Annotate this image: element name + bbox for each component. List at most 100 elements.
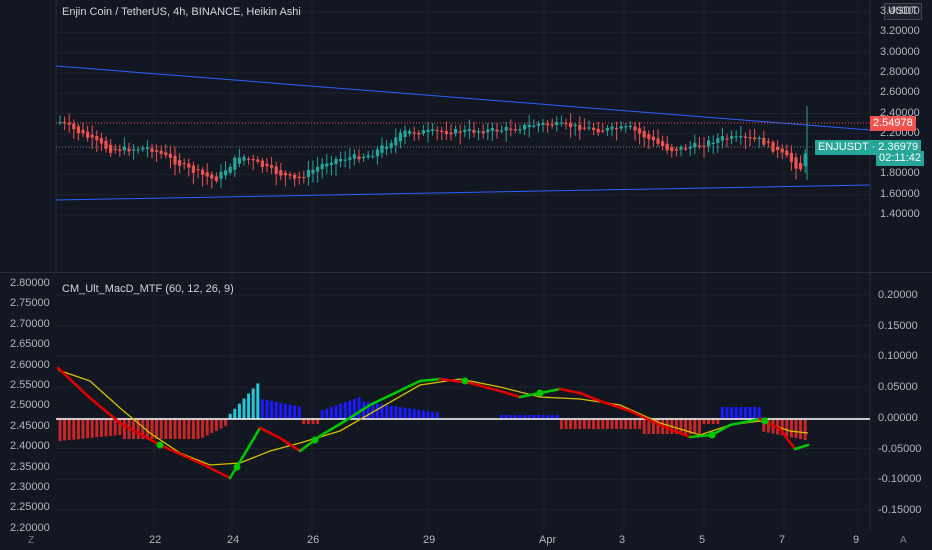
candle-body (661, 141, 665, 147)
axis-label: 0.10000 (878, 350, 918, 363)
zoom-toggle[interactable]: Z (28, 535, 35, 546)
candle-body (495, 129, 499, 132)
histogram-bar (205, 419, 209, 436)
candle-body (348, 157, 352, 160)
axis-label: 2.45000 (10, 419, 50, 432)
histogram-bar (375, 403, 379, 419)
candle-body (794, 157, 798, 169)
histogram-bar (58, 419, 62, 441)
histogram-bar (426, 411, 430, 419)
histogram-bar (173, 419, 177, 439)
candle-body (233, 157, 237, 170)
currency-badge[interactable]: USDT (884, 3, 922, 20)
candle-body (329, 162, 333, 166)
candle-body (164, 152, 168, 156)
time-label: 5 (699, 534, 706, 546)
candle-body (486, 129, 490, 133)
histogram-bar (569, 419, 573, 429)
candle-body (734, 136, 738, 138)
candle-body (601, 130, 605, 132)
histogram-bar (523, 415, 527, 419)
candle-body (426, 129, 430, 132)
candle-body (449, 132, 453, 135)
macd-canvas[interactable] (0, 273, 932, 530)
indicator-legend[interactable]: CM_Ult_MacD_MTF (60, 12, 26, 9) (62, 283, 234, 295)
histogram-bar (329, 407, 333, 419)
price-chart-canvas[interactable] (0, 0, 932, 273)
candle-body (279, 170, 283, 176)
candle-body (375, 149, 379, 157)
candle-body (67, 122, 71, 125)
histogram-bar (233, 408, 237, 419)
macd-line (343, 403, 372, 423)
candle-body (99, 138, 103, 144)
histogram-bar (311, 419, 315, 424)
candle-body (141, 148, 145, 150)
histogram-bar (159, 419, 163, 439)
candle-body (58, 121, 62, 124)
histogram-bar (104, 419, 108, 437)
candle-body (136, 149, 140, 151)
axis-label: 0.05000 (878, 381, 918, 394)
indicator-pane[interactable]: CM_Ult_MacD_MTF (60, 12, 26, 9) 0.20000 0… (0, 273, 932, 534)
candle-body (670, 146, 674, 152)
candle-body (642, 130, 646, 138)
price-chart-pane[interactable]: Enjin Coin / TetherUS, 4h, BINANCE, Heik… (0, 0, 932, 273)
candle-body (679, 146, 683, 150)
histogram-bar (155, 419, 159, 439)
histogram-bar (191, 419, 195, 439)
candle-body (780, 148, 784, 153)
histogram-bar (302, 419, 306, 424)
histogram-bar (316, 419, 320, 424)
candle-body (274, 166, 278, 174)
candle-body (95, 136, 99, 141)
histogram-bar (527, 415, 531, 419)
axis-label: 2.80000 (880, 65, 920, 78)
histogram-bar (615, 419, 619, 429)
candle-body (325, 163, 329, 167)
histogram-bar (799, 419, 803, 440)
candle-body (122, 146, 126, 151)
histogram-bar (504, 415, 508, 419)
histogram-bar (803, 419, 807, 441)
candle-body (440, 130, 444, 132)
candle-body (490, 127, 494, 131)
candle-body (707, 140, 711, 147)
axis-label: 0.20000 (878, 289, 918, 301)
auto-scale-toggle[interactable]: A (900, 535, 907, 546)
histogram-bar (509, 415, 513, 419)
candle-body (518, 129, 522, 131)
candle-body (638, 128, 642, 134)
axis-label: 3.20000 (880, 25, 920, 38)
axis-label: 2.65000 (10, 338, 50, 351)
macd-line (778, 427, 797, 451)
candle-body (624, 126, 628, 128)
candle-body (283, 172, 287, 176)
candle-body (288, 174, 292, 176)
histogram-bar (164, 419, 168, 439)
candle-body (403, 130, 407, 138)
candle-body (63, 121, 67, 124)
histogram-bar (412, 409, 416, 419)
histogram-bar (325, 408, 329, 419)
histogram-bar (536, 415, 540, 419)
candle-body (118, 149, 122, 152)
symbol-legend[interactable]: Enjin Coin / TetherUS, 4h, BINANCE, Heik… (62, 6, 301, 18)
candle-body (81, 129, 85, 134)
histogram-bar (270, 400, 274, 419)
histogram-bar (219, 419, 223, 429)
candle-body (757, 137, 761, 139)
axis-label: 2.75000 (10, 297, 50, 310)
macd-line (468, 381, 502, 393)
axis-label: 2.20000 (10, 521, 50, 534)
histogram-bar (592, 419, 596, 429)
candle-body (242, 156, 246, 161)
candle-body (477, 131, 481, 133)
histogram-bar (725, 407, 729, 419)
candle-body (578, 124, 582, 131)
axis-label: 1.60000 (880, 187, 920, 200)
candle-body (228, 166, 232, 173)
candle-body (260, 160, 264, 167)
histogram-bar (638, 419, 642, 429)
pane-divider[interactable] (0, 272, 932, 273)
